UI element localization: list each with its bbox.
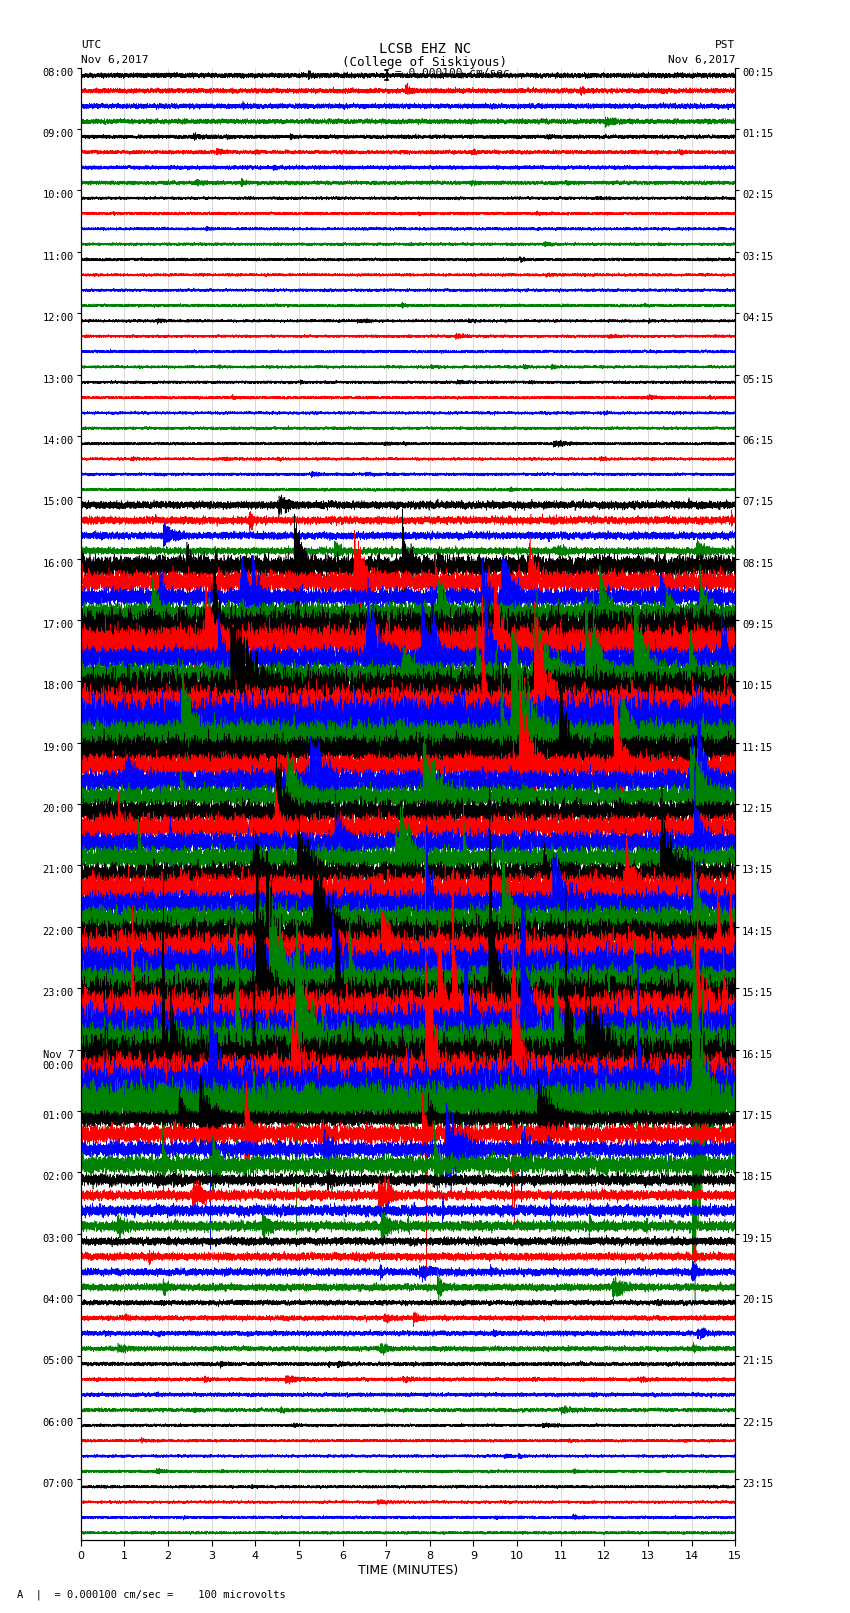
Text: UTC: UTC — [81, 40, 101, 50]
Text: Nov 6,2017: Nov 6,2017 — [81, 55, 148, 65]
Text: (College of Siskiyous): (College of Siskiyous) — [343, 56, 507, 69]
Text: A  |  = 0.000100 cm/sec =    100 microvolts: A | = 0.000100 cm/sec = 100 microvolts — [17, 1589, 286, 1600]
Text: Nov 6,2017: Nov 6,2017 — [668, 55, 735, 65]
Text: PST: PST — [715, 40, 735, 50]
Text: LCSB EHZ NC: LCSB EHZ NC — [379, 42, 471, 56]
X-axis label: TIME (MINUTES): TIME (MINUTES) — [358, 1563, 458, 1576]
Text: = 0.000100 cm/sec: = 0.000100 cm/sec — [395, 68, 510, 77]
